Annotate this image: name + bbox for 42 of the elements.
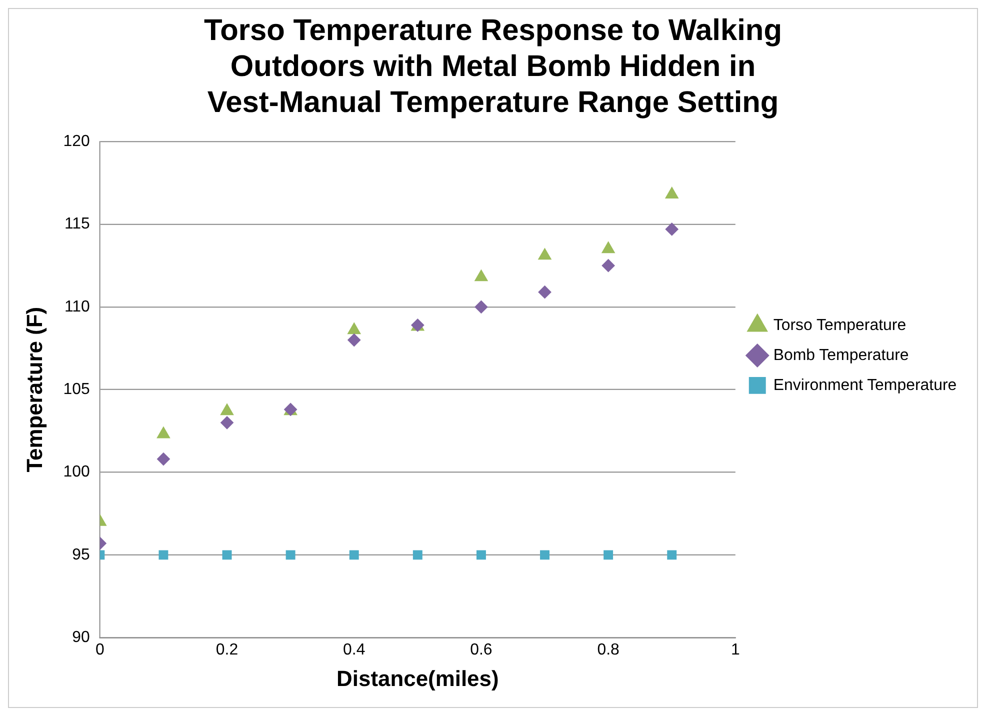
point bbox=[286, 550, 296, 560]
point bbox=[156, 426, 170, 438]
y-tick-label: 105 bbox=[63, 381, 90, 398]
point bbox=[602, 242, 615, 254]
point bbox=[538, 248, 552, 260]
point bbox=[540, 550, 550, 560]
point bbox=[158, 550, 168, 560]
y-tick-label: 90 bbox=[72, 629, 90, 646]
y-axis-title: Temperature (F) bbox=[22, 306, 48, 472]
y-tick-label: 100 bbox=[63, 464, 90, 481]
x-tick-label: 0.6 bbox=[470, 642, 492, 659]
point bbox=[474, 300, 488, 314]
y-tick-label: 115 bbox=[64, 216, 90, 233]
point bbox=[348, 334, 361, 346]
point bbox=[156, 452, 170, 466]
x-tick-label: 0.2 bbox=[216, 642, 238, 659]
point bbox=[476, 550, 486, 560]
legend-label: Environment Temperature bbox=[773, 376, 957, 394]
point bbox=[667, 550, 677, 560]
point bbox=[665, 187, 678, 199]
point bbox=[412, 550, 422, 560]
point bbox=[348, 322, 361, 334]
legend-label: Torso Temperature bbox=[773, 316, 906, 334]
point bbox=[349, 550, 359, 560]
point bbox=[474, 270, 488, 282]
y-tick-label: 110 bbox=[64, 298, 90, 316]
x-tick-label: 1 bbox=[730, 642, 740, 659]
point bbox=[665, 222, 678, 236]
x-tick-label: 0.8 bbox=[597, 642, 620, 659]
point bbox=[220, 416, 234, 430]
x-tick-label: 0 bbox=[95, 642, 104, 659]
point bbox=[222, 550, 232, 560]
y-tick-label: 95 bbox=[72, 546, 90, 564]
chart-title: Torso Temperature Response to Walking Outdoors with Metal Bomb Hidden in Vest-Manual Temperature Range Setting bbox=[204, 14, 782, 119]
point bbox=[538, 286, 552, 299]
point bbox=[220, 404, 234, 416]
y-tick-label: 120 bbox=[63, 133, 90, 150]
point bbox=[602, 259, 615, 272]
legend-label: Bomb Temperature bbox=[773, 346, 909, 364]
x-tick-label: 0.4 bbox=[343, 642, 366, 659]
point bbox=[604, 550, 614, 560]
x-axis-title: Distance(miles) bbox=[336, 666, 499, 691]
